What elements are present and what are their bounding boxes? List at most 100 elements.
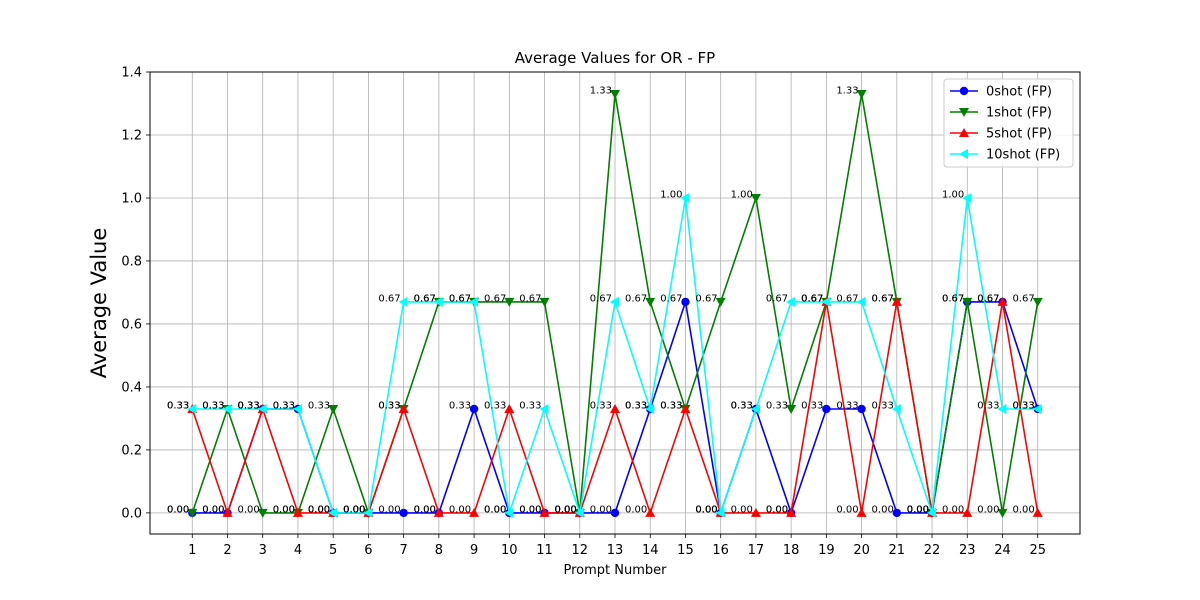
y-tick-label: 1.4 bbox=[121, 66, 142, 81]
data-label: 0.67 bbox=[801, 293, 823, 304]
data-label: 0.33 bbox=[273, 400, 295, 411]
data-label: 0.00 bbox=[308, 504, 330, 515]
data-label: 0.00 bbox=[167, 504, 189, 515]
annotation-layer: 0.00 0.00 0.33 0.33 0.00 0.00 0.00 0.00 0.33 0.00… bbox=[167, 86, 1035, 516]
data-point bbox=[856, 296, 866, 307]
data-label: 0.33 bbox=[836, 400, 858, 411]
data-label: 0.00 bbox=[555, 504, 577, 515]
data-point bbox=[821, 296, 831, 307]
data-point bbox=[469, 404, 479, 414]
data-label: 0.67 bbox=[942, 293, 964, 304]
y-axis-label: Average Value bbox=[87, 228, 111, 379]
data-label: 0.00 bbox=[977, 504, 999, 515]
data-point bbox=[222, 403, 232, 414]
data-point bbox=[997, 403, 1007, 414]
x-tick-label: 19 bbox=[818, 543, 835, 558]
data-label: 0.00 bbox=[414, 504, 436, 515]
data-label: 0.67 bbox=[766, 293, 788, 304]
data-point bbox=[610, 403, 620, 413]
data-point bbox=[892, 508, 902, 518]
data-label: 0.00 bbox=[590, 504, 612, 515]
x-tick-label: 7 bbox=[399, 543, 407, 558]
y-tick-label: 1.2 bbox=[121, 128, 142, 143]
data-point bbox=[574, 507, 584, 518]
legend-item: 10shot (FP) bbox=[950, 148, 1060, 163]
data-label: 0.33 bbox=[237, 400, 259, 411]
data-label: 0.33 bbox=[449, 400, 471, 411]
data-label: 0.67 bbox=[414, 293, 436, 304]
data-label: 0.00 bbox=[202, 504, 224, 515]
data-label: 0.00 bbox=[766, 504, 788, 515]
data-point bbox=[962, 507, 973, 517]
data-label: 0.00 bbox=[625, 504, 647, 515]
y-tick-label: 0.2 bbox=[121, 443, 142, 458]
data-point bbox=[681, 297, 690, 307]
data-label: 0.00 bbox=[695, 504, 717, 515]
data-label: 1.00 bbox=[731, 189, 753, 200]
data-point bbox=[292, 507, 303, 517]
data-point bbox=[187, 403, 197, 414]
data-label: 0.00 bbox=[273, 504, 295, 515]
data-label: 0.33 bbox=[308, 400, 330, 411]
data-label: 0.00 bbox=[872, 504, 894, 515]
data-point bbox=[997, 296, 1008, 306]
x-tick-label: 23 bbox=[959, 543, 976, 558]
data-point bbox=[997, 508, 1008, 518]
x-tick-label: 16 bbox=[712, 543, 729, 558]
data-label: 0.67 bbox=[977, 293, 999, 304]
x-tick-label: 1 bbox=[188, 543, 196, 558]
data-point bbox=[539, 507, 550, 517]
data-label: 0.67 bbox=[695, 293, 717, 304]
x-tick-label: 11 bbox=[536, 543, 553, 558]
data-point bbox=[187, 508, 198, 518]
legend: 0shot (FP) 1shot (FP) 5shot (FP) 10shot (FP… bbox=[943, 78, 1074, 168]
data-label: 0.33 bbox=[872, 400, 894, 411]
data-point bbox=[750, 193, 761, 203]
data-point bbox=[750, 507, 761, 517]
data-label: 0.00 bbox=[836, 504, 858, 515]
data-point bbox=[822, 404, 831, 414]
data-point bbox=[610, 296, 619, 307]
data-point bbox=[856, 507, 867, 517]
data-point bbox=[715, 297, 726, 307]
data-label: 1.33 bbox=[590, 86, 612, 97]
legend-label: 1shot (FP) bbox=[986, 106, 1052, 121]
data-label: 0.67 bbox=[801, 293, 823, 304]
data-label: 0.67 bbox=[378, 293, 400, 304]
data-label: 0.33 bbox=[273, 400, 295, 411]
data-label: 0.00 bbox=[695, 504, 717, 515]
data-label: 0.33 bbox=[1012, 400, 1034, 411]
data-point bbox=[257, 403, 267, 414]
data-point bbox=[786, 296, 796, 307]
data-point bbox=[222, 507, 233, 517]
data-label: 0.67 bbox=[836, 293, 858, 304]
data-label: 0.33 bbox=[202, 400, 224, 411]
data-point bbox=[504, 297, 515, 307]
x-tick-label: 25 bbox=[1029, 543, 1046, 558]
data-label: 0.67 bbox=[660, 293, 682, 304]
data-point bbox=[786, 404, 797, 414]
data-label: 0.00 bbox=[202, 504, 224, 515]
data-label: 0.67 bbox=[801, 293, 823, 304]
legend-item: 1shot (FP) bbox=[950, 106, 1052, 121]
data-label: 0.33 bbox=[237, 400, 259, 411]
data-label: 0.33 bbox=[590, 400, 612, 411]
data-label: 0.00 bbox=[555, 504, 577, 515]
data-point bbox=[469, 507, 480, 517]
data-point bbox=[328, 404, 339, 414]
data-point bbox=[680, 192, 690, 203]
y-axis: 0.0 0.2 0.4 0.6 0.8 1.0 1.2 1.4 bbox=[121, 66, 150, 521]
data-label: 1.33 bbox=[836, 86, 858, 97]
data-point bbox=[1032, 507, 1043, 517]
y-tick-label: 0.4 bbox=[121, 380, 142, 395]
data-point bbox=[504, 403, 515, 413]
data-point bbox=[891, 296, 902, 306]
data-point bbox=[363, 507, 373, 518]
data-label: 0.67 bbox=[484, 293, 506, 304]
legend-label: 0shot (FP) bbox=[986, 85, 1052, 100]
data-label: 0.67 bbox=[872, 293, 894, 304]
data-label: 1.00 bbox=[660, 189, 682, 200]
data-label: 0.00 bbox=[484, 504, 506, 515]
data-label: 0.67 bbox=[449, 293, 471, 304]
